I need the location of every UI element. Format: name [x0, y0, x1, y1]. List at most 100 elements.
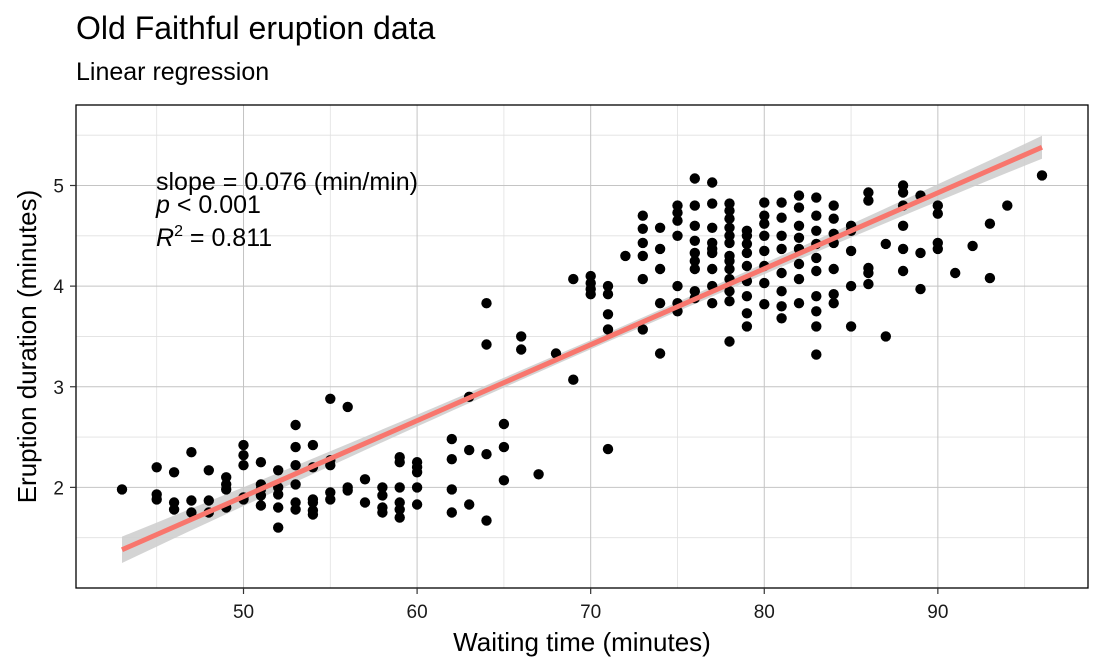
data-point — [654, 243, 666, 255]
data-point — [481, 339, 492, 350]
data-point — [446, 507, 457, 518]
data-point — [828, 200, 839, 211]
data-point — [759, 299, 770, 310]
data-point — [741, 230, 753, 241]
data-point — [863, 267, 874, 279]
data-point — [793, 232, 805, 243]
data-point — [498, 475, 510, 486]
data-point — [255, 500, 267, 511]
data-point — [1036, 170, 1048, 181]
data-point — [394, 457, 405, 468]
data-point — [151, 462, 162, 473]
data-point — [411, 482, 423, 493]
data-point — [880, 238, 891, 250]
p-symbol: p — [155, 191, 170, 219]
data-point — [273, 522, 284, 533]
data-point — [863, 187, 874, 198]
data-point — [897, 220, 909, 231]
data-point — [793, 220, 805, 231]
data-point — [290, 504, 301, 515]
p-value-annotation: p < 0.001 — [155, 191, 261, 219]
data-point — [793, 298, 805, 309]
data-point — [637, 223, 648, 234]
data-point — [602, 443, 614, 455]
data-point — [464, 444, 475, 456]
panel-border — [75, 104, 1089, 589]
data-point — [741, 291, 753, 302]
r-symbol: R — [156, 224, 174, 252]
data-point — [707, 198, 718, 209]
data-point — [811, 291, 822, 302]
data-point — [897, 265, 909, 277]
data-point — [811, 192, 822, 203]
data-point — [186, 507, 197, 518]
data-point — [984, 218, 996, 229]
data-point — [151, 494, 162, 505]
data-point — [793, 190, 805, 201]
data-point — [724, 255, 735, 267]
data-point — [845, 321, 857, 332]
data-point — [828, 289, 839, 300]
data-point — [307, 439, 319, 451]
chart-title: Old Faithful eruption data — [76, 10, 436, 46]
data-point — [672, 230, 683, 241]
y-tick-label: 5 — [53, 177, 64, 198]
data-point — [654, 263, 666, 275]
data-point — [759, 230, 770, 241]
data-point — [811, 210, 822, 221]
data-point — [828, 213, 839, 224]
data-point — [654, 222, 666, 233]
p-value-text: < 0.001 — [170, 191, 261, 219]
data-point — [446, 433, 457, 445]
data-point — [741, 321, 753, 332]
data-point — [811, 225, 822, 236]
data-point — [359, 474, 371, 485]
data-point — [724, 286, 735, 297]
data-point — [602, 280, 614, 292]
data-point — [186, 495, 197, 506]
data-point — [498, 441, 510, 453]
data-point — [533, 469, 544, 480]
data-point — [724, 336, 735, 347]
data-point — [238, 450, 249, 461]
data-point — [759, 277, 770, 289]
data-point — [707, 298, 718, 309]
data-point — [307, 509, 319, 520]
x-tick-label: 90 — [927, 602, 948, 623]
x-tick-label: 60 — [407, 602, 428, 623]
data-point — [863, 195, 874, 206]
data-point — [602, 324, 614, 335]
x-tick-label: 70 — [580, 602, 601, 623]
data-point — [845, 245, 857, 257]
data-point — [203, 465, 214, 476]
data-point — [741, 260, 753, 272]
data-point — [637, 273, 648, 285]
data-point — [116, 484, 128, 495]
data-point — [637, 210, 648, 221]
data-point — [290, 419, 301, 431]
data-point — [950, 267, 961, 279]
data-point — [967, 240, 978, 252]
data-point — [325, 494, 336, 505]
data-point — [672, 280, 683, 292]
data-point — [759, 210, 770, 221]
data-point — [776, 197, 787, 208]
data-point — [811, 252, 822, 264]
data-point — [273, 489, 284, 500]
data-point — [290, 460, 301, 471]
data-point — [273, 502, 284, 513]
data-point — [168, 467, 180, 478]
data-point — [707, 177, 718, 188]
y-axis-ticks: 2 3 4 5 — [53, 177, 76, 499]
data-point — [811, 306, 822, 317]
data-point — [932, 200, 943, 211]
data-point — [602, 309, 614, 320]
data-point — [325, 460, 336, 471]
data-point — [342, 485, 353, 496]
data-point — [897, 187, 909, 198]
data-point — [776, 267, 787, 279]
data-point — [863, 278, 874, 290]
data-point — [325, 393, 336, 404]
data-point — [776, 301, 787, 312]
